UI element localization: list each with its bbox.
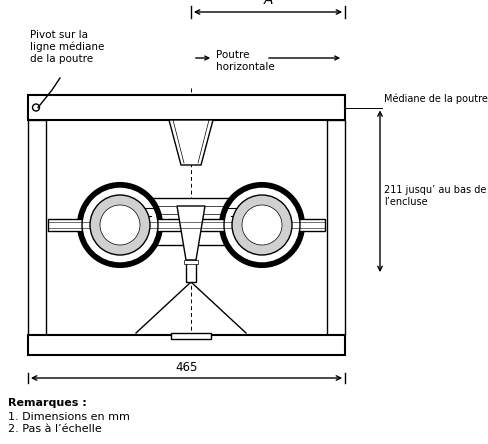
Polygon shape — [177, 206, 204, 260]
Polygon shape — [169, 120, 213, 165]
Circle shape — [242, 205, 282, 245]
Bar — [326, 120, 345, 335]
Text: A: A — [263, 0, 272, 7]
Text: 1. Dimensions en mm: 1. Dimensions en mm — [8, 412, 130, 422]
Bar — [28, 95, 345, 120]
Text: 211 jusqu’ au bas de
l’encluse: 211 jusqu’ au bas de l’encluse — [383, 186, 486, 207]
Circle shape — [231, 195, 291, 255]
Bar — [28, 120, 46, 335]
Circle shape — [78, 183, 162, 267]
Circle shape — [100, 205, 140, 245]
Text: Poutre
horizontale: Poutre horizontale — [216, 50, 274, 71]
Text: 2. Pas à l’échelle: 2. Pas à l’échelle — [8, 424, 102, 434]
Bar — [171, 333, 210, 339]
Bar — [28, 335, 345, 355]
Bar — [183, 260, 198, 264]
Text: Remarques :: Remarques : — [8, 398, 86, 408]
Circle shape — [224, 187, 299, 263]
Text: Médiane de la poutre: Médiane de la poutre — [383, 93, 487, 103]
Bar — [185, 260, 196, 282]
Circle shape — [220, 183, 304, 267]
Circle shape — [82, 187, 158, 263]
Circle shape — [32, 104, 40, 111]
Text: 465: 465 — [175, 361, 197, 374]
Bar — [100, 198, 282, 245]
Text: Pivot sur la
ligne médiane
de la poutre: Pivot sur la ligne médiane de la poutre — [30, 30, 104, 64]
Circle shape — [90, 195, 150, 255]
Bar — [48, 219, 325, 231]
